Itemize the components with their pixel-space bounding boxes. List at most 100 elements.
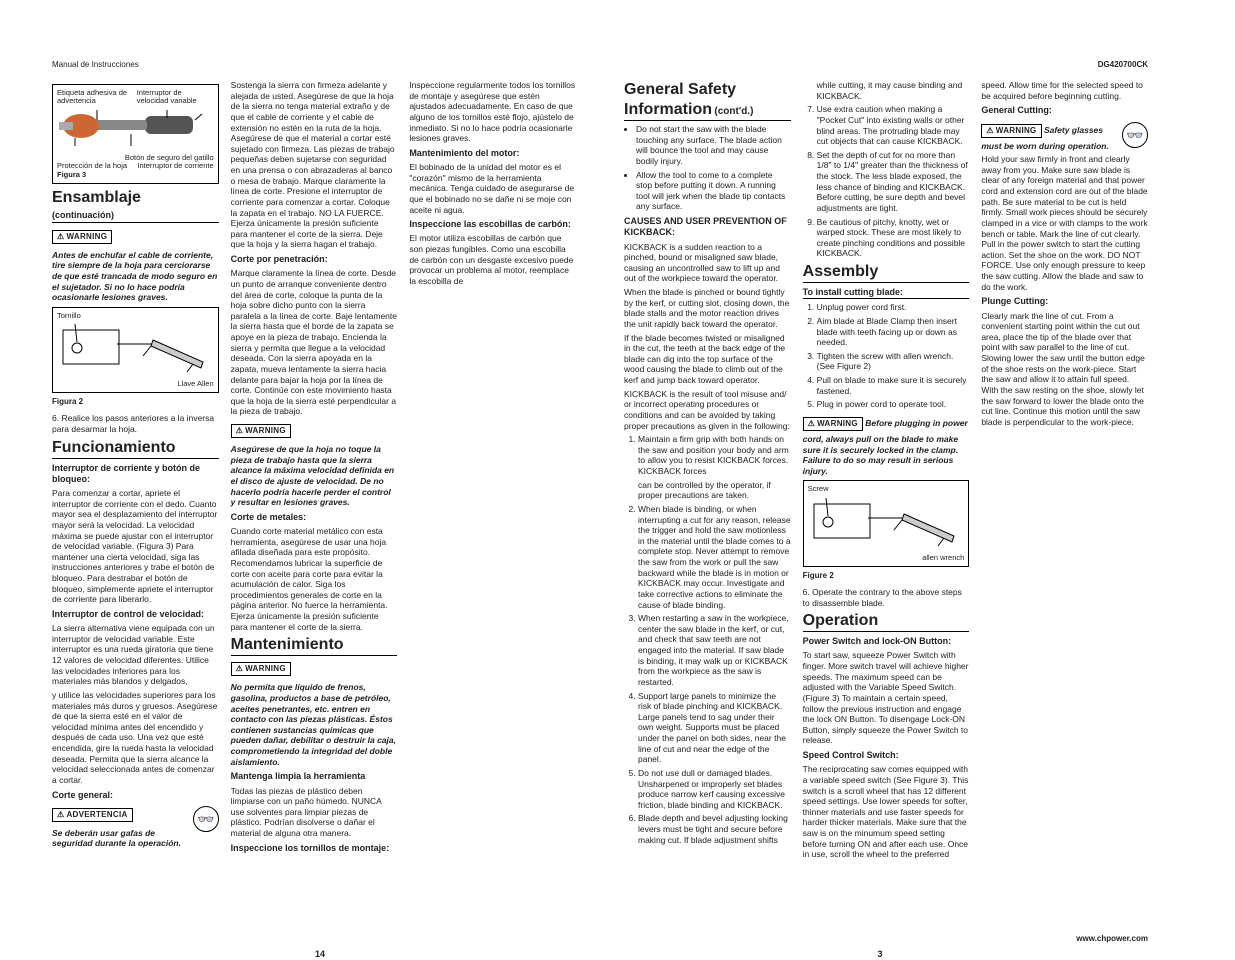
tornillos-p: Inspeccione regularmente todos los torni…: [409, 80, 576, 144]
limpia-heading: Mantenga limpia la herramienta: [231, 771, 398, 782]
metales-heading: Corte de metales:: [231, 512, 398, 523]
inst-li-4: Pull on blade to make sure it is securel…: [817, 375, 970, 396]
penetracion-heading: Corte por penetración:: [231, 254, 398, 265]
gsi-bullet-1: Allow the tool to come to a complete sto…: [636, 170, 791, 213]
warning-box-gencut: WARNING: [981, 124, 1041, 138]
plunge-p: Clearly mark the line of cut. From a con…: [981, 311, 1148, 428]
fig3-title: Figura 3: [57, 170, 214, 179]
kick-p3: If the blade becomes twisted or misalign…: [624, 333, 791, 386]
page-number-right: 3: [877, 949, 882, 960]
ensamblaje-cont: (continuación): [52, 210, 114, 220]
kb-li-7: Use extra caution when making a "Pocket …: [817, 104, 970, 147]
page-left: Manual de Instrucciones Etiqueta adhesiv…: [40, 60, 600, 924]
kick-p4: KICKBACK is the result of tool misuse an…: [624, 389, 791, 432]
fig2es-llave: Llave Allen: [57, 380, 214, 388]
warn1-text: Antes de enchufar el cable de corriente,…: [52, 250, 219, 303]
carbon-p: El motor utiliza escobillas de carbón qu…: [409, 233, 576, 286]
interruptor-p: Para comenzar a cortar, apriete el inter…: [52, 488, 219, 605]
kb-li-1: Maintain a firm grip with both hands on …: [638, 434, 791, 501]
figure-2-es-box: Tornillo Llave Allen: [52, 307, 219, 394]
model-number: DG420700CK: [1098, 60, 1148, 70]
mant-heading: Mantenimiento: [231, 635, 398, 656]
right-step6: 6. Operate the contrary to the above ste…: [803, 587, 970, 608]
fig3-label-intcorr: Interruptor de corriente: [137, 162, 213, 170]
kb-li-3: When restarting a saw in the workpiece, …: [638, 613, 791, 687]
fig2en-screw: Screw: [808, 485, 965, 493]
header-right: DG420700CK: [624, 60, 1148, 70]
header-left: Manual de Instrucciones: [52, 60, 576, 70]
fig2es-tornillo: Tornillo: [57, 312, 214, 320]
page-number-left: 14: [315, 949, 325, 960]
power-heading: Power Switch and lock-ON Button:: [803, 636, 970, 647]
fig3-label-prot: Protección de la hoja: [57, 162, 127, 170]
fig2en-title: Figure 2: [803, 571, 970, 581]
warn2-text: Asegúrese de que la hoja no toque la pie…: [231, 444, 398, 508]
gsi-cont: (cont'd.): [714, 106, 753, 117]
safety-glasses-icon-en: 👓: [1122, 122, 1148, 148]
kb-li-8: Set the depth of cut for no more than 1/…: [817, 150, 970, 214]
fig2es-title: Figura 2: [52, 397, 219, 407]
gsi-bullet-0: Do not start the saw with the blade touc…: [636, 124, 791, 167]
kickback-heading: CAUSES AND USER PREVENTION OF KICKBACK:: [624, 216, 791, 239]
manual-label: Manual de Instrucciones: [52, 60, 139, 70]
warn3-text: No permita que líquido de frenos, gasoli…: [231, 682, 398, 767]
warn-plug: WARNING Before plugging in power cord, a…: [803, 413, 970, 477]
gafas-text: Se deberán usar gafas de seguridad duran…: [52, 828, 219, 849]
penetracion-p: Marque claramente la línea de corte. Des…: [231, 268, 398, 417]
warning-box-plug: WARNING: [803, 417, 863, 431]
safety-glasses-icon-es: 👓: [193, 806, 219, 832]
advert-box-1: ADVERTENCIA: [52, 808, 133, 822]
figure-3-box: Etiqueta adhesiva de advertencia Interru…: [52, 84, 219, 184]
carbon-heading: Inspeccione las escobillas de carbón:: [409, 219, 576, 230]
footer-url: www.chpower.com: [1076, 934, 1148, 944]
assembly-heading: Assembly: [803, 262, 970, 283]
kb-li-2: When blade is binding, or when interrupt…: [638, 504, 791, 610]
motor-heading: Mantenimiento del motor:: [409, 148, 576, 159]
operation-heading: Operation: [803, 611, 970, 632]
inst-li-3: Tighten the screw with allen wrench. (Se…: [817, 351, 970, 372]
fig3-label-intvar: Interruptor de velocidad variable: [137, 89, 214, 106]
inst-li-2: Aim blade at Blade Clamp then insert bla…: [817, 316, 970, 348]
install-heading: To install cutting blade:: [803, 287, 970, 299]
control-heading: Interruptor de control de velocidad:: [52, 609, 219, 620]
limpia-p: Todas las piezas de plástico deben limpi…: [231, 786, 398, 839]
power-p: To start saw, squeeze Power Switch with …: [803, 650, 970, 746]
left-step6: 6. Realice los pasos anteriores a la inv…: [52, 413, 219, 434]
gsi-bullets: Do not start the saw with the blade touc…: [624, 124, 791, 212]
figure-2-en-box: Screw allen wrench: [803, 480, 970, 567]
fig3-label-etiqueta: Etiqueta adhesiva de advertencia: [57, 89, 137, 106]
kb-li-4: Support large panels to minimize the ris…: [638, 691, 791, 765]
speed-heading: Speed Control Switch:: [803, 750, 970, 761]
left-columns: Etiqueta adhesiva de advertencia Interru…: [52, 80, 576, 860]
kick-p1: KICKBACK is a sudden reaction to a pinch…: [624, 242, 791, 285]
control-p2: y utilice las velocidades superiores par…: [52, 690, 219, 786]
kb-li-1-extra: can be controlled by the operator, if pr…: [638, 480, 791, 501]
fig2en-art: [808, 494, 958, 554]
metales-p: Cuando corte material metálico con esta …: [231, 526, 398, 632]
gencut-p: Hold your saw firmly in front and clearl…: [981, 154, 1148, 292]
motor-p: El bobinado de la unidad del motor es el…: [409, 162, 576, 215]
control-p: La sierra alternativa viene equipada con…: [52, 623, 219, 687]
interruptor-heading: Interruptor de corriente y botón de bloq…: [52, 463, 219, 486]
warning-box-2: WARNING: [231, 424, 291, 438]
funcionamiento-heading: Funcionamiento: [52, 438, 219, 459]
inst-li-1: Unplug power cord first.: [817, 302, 970, 313]
right-columns: General Safety Information (cont'd.) Do …: [624, 80, 1148, 860]
kb-li-9: Be cautious of pitchy, knotty, wet or wa…: [817, 217, 970, 260]
fig3-art: [57, 106, 207, 154]
page-right: DG420700CK General Safety Information (c…: [600, 60, 1160, 924]
tornillos-heading: Inspeccione los tornillos de montaje:: [231, 843, 398, 854]
warning-box-1: WARNING: [52, 230, 112, 244]
corte-gen-p: Sostenga la sierra con firmeza adelante …: [231, 80, 398, 250]
kick-p2: When the blade is pinched or bound tight…: [624, 287, 791, 330]
plunge-heading: Plunge Cutting:: [981, 296, 1148, 307]
fig2es-art: [57, 320, 207, 380]
inst-li-5: Plug in power cord to operate tool.: [817, 399, 970, 410]
corte-gen-heading: Corte general:: [52, 790, 219, 801]
kb-li-5: Do not use dull or damaged blades. Unsha…: [638, 768, 791, 811]
ensamblaje-heading: Ensamblaje: [52, 188, 219, 208]
warning-box-3: WARNING: [231, 662, 291, 676]
install-list: Unplug power cord first. Aim blade at Bl…: [803, 302, 970, 410]
fig2en-allen: allen wrench: [808, 554, 965, 562]
gencut-heading: General Cutting:: [981, 105, 1148, 116]
